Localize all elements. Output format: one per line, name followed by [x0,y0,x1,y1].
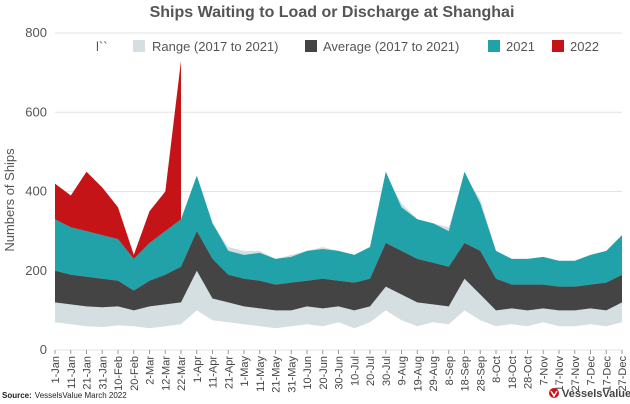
x-tick-label: 18-Oct [507,356,519,389]
series-area-2021 [55,171,622,291]
x-ticks: 1-Jan 11-Jan 21-Jan 31-Jan 10-Feb 20-Feb 2-Mar… [50,350,629,393]
series-area-2022 [55,60,181,259]
y-tick-label: 600 [25,104,47,119]
legend-label-2021: 2021 [506,39,535,54]
x-tick-label: 1-May [239,356,251,387]
x-tick-label: 22-Mar [176,356,188,391]
x-tick-label: 19-Aug [412,356,424,391]
x-tick-label: 7-Nov [538,356,550,386]
x-tick-label: 12-Mar [160,356,172,391]
x-tick-label: 1-Apr [192,356,204,383]
y-tick-label: 200 [25,263,47,278]
x-tick-label: 17-Dec [601,356,613,392]
x-tick-label: 21-Jan [82,356,94,390]
legend-label-average: Average (2017 to 2021) [323,39,459,54]
x-tick-label: 31-May [286,356,298,393]
x-tick-label: 8-Oct [491,356,503,383]
legend-label-range: Range (2017 to 2021) [152,39,278,54]
x-tick-label: 28-Sep [475,356,487,391]
x-tick-label: 27-Nov [570,356,582,392]
series-band-average [55,231,622,311]
y-ticks: 0 200 400 600 800 [25,25,47,357]
x-tick-label: 2-Mar [145,356,157,385]
x-tick-label: 17-Nov [554,356,566,392]
brand-logo-mark [550,390,558,398]
x-tick-label: 10-Jun [302,356,314,390]
legend-swatch-2021 [488,40,500,52]
x-tick-label: 11-May [255,356,267,392]
x-tick-label: 20-Jul [365,356,377,386]
x-tick-label: 31-Jan [97,356,109,390]
brand-logo: VesselsValue [549,388,630,400]
y-tick-label: 800 [25,25,47,40]
x-tick-label: 8-Sep [444,356,456,385]
legend-marker: l`` [96,39,108,54]
legend-swatch-range [133,40,145,52]
x-tick-label: 30-Jul [381,356,393,386]
y-tick-label: 400 [25,184,47,199]
legend-swatch-average [305,40,317,52]
legend-item-average[interactable]: Average (2017 to 2021) [305,39,459,54]
x-tick-label: 21-May [271,356,283,393]
y-axis-label: Numbers of Ships [2,148,17,252]
x-tick-label: 27-Dec [617,356,629,392]
x-tick-label: 11-Jan [66,356,78,389]
legend-swatch-2022 [552,40,564,52]
source-text: Source: VesselsValue March 2022 [2,391,127,400]
x-tick-label: 28-Oct [523,356,535,389]
x-tick-label: 11-Apr [208,356,220,389]
brand-logo-text: VesselsValue [562,388,630,400]
legend-label-2022: 2022 [570,39,599,54]
x-tick-label: 10-Jul [349,356,361,386]
x-tick-label: 10-Feb [113,356,125,391]
x-tick-label: 18-Sep [460,356,472,391]
legend-item-2022[interactable]: 2022 [552,39,599,54]
brand-logo-icon [549,388,559,398]
x-tick-label: 1-Jan [50,356,62,384]
legend-item-2021[interactable]: 2021 [488,39,535,54]
x-tick-label: 20-Jun [318,356,330,390]
x-tick-label: 21-Apr [223,356,235,389]
chart-title: Ships Waiting to Load or Discharge at Sh… [150,4,515,21]
series-layer [55,60,622,329]
x-tick-label: 7-Dec [586,356,598,386]
x-tick-label: 30-Jun [334,356,346,390]
y-tick-label: 0 [40,342,47,357]
x-tick-label: 20-Feb [129,356,141,391]
legend: l`` Range (2017 to 2021) Average (2017 t… [96,39,599,54]
legend-item-range[interactable]: Range (2017 to 2021) [133,39,278,54]
x-tick-label: 9-Aug [397,356,409,385]
x-tick-label: 29-Aug [428,356,440,391]
